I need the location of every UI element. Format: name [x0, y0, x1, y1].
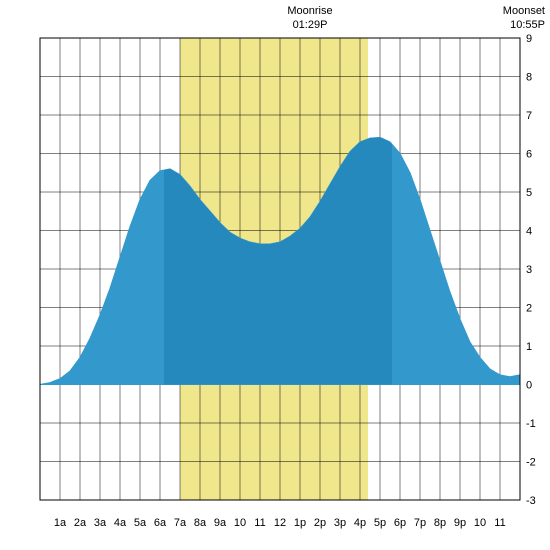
svg-text:5p: 5p — [374, 517, 386, 529]
svg-text:11: 11 — [254, 517, 265, 529]
svg-text:1a: 1a — [54, 517, 67, 529]
svg-text:7p: 7p — [414, 517, 426, 529]
svg-text:-3: -3 — [526, 495, 536, 507]
moonset-label: Moonset — [490, 4, 545, 18]
svg-text:10: 10 — [234, 517, 246, 529]
moonset-time: 10:55P — [490, 18, 545, 32]
svg-text:5: 5 — [526, 187, 532, 199]
svg-text:2: 2 — [526, 303, 532, 315]
svg-text:1: 1 — [526, 341, 532, 353]
moonrise-label: Moonrise — [280, 4, 340, 18]
svg-text:3p: 3p — [334, 517, 346, 529]
svg-text:6p: 6p — [394, 517, 406, 529]
moonrise-annotation: Moonrise 01:29P — [280, 4, 340, 33]
svg-text:2a: 2a — [74, 517, 87, 529]
svg-text:-1: -1 — [526, 418, 536, 430]
svg-text:8a: 8a — [194, 517, 207, 529]
svg-text:4a: 4a — [114, 517, 127, 529]
svg-text:11: 11 — [494, 517, 505, 529]
svg-text:-2: -2 — [526, 457, 536, 469]
svg-text:8: 8 — [526, 72, 532, 84]
svg-text:1p: 1p — [294, 517, 306, 529]
chart-svg: -3-2-101234567891a2a3a4a5a6a7a8a9a101112… — [0, 0, 550, 550]
moonrise-time: 01:29P — [280, 18, 340, 32]
svg-text:9p: 9p — [454, 517, 466, 529]
svg-text:5a: 5a — [134, 517, 147, 529]
svg-text:4p: 4p — [354, 517, 366, 529]
svg-text:9: 9 — [526, 33, 532, 45]
moonset-annotation: Moonset 10:55P — [490, 4, 545, 33]
svg-text:9a: 9a — [214, 517, 227, 529]
svg-text:8p: 8p — [434, 517, 446, 529]
svg-text:3a: 3a — [94, 517, 107, 529]
svg-text:3: 3 — [526, 264, 532, 276]
svg-text:4: 4 — [526, 226, 532, 238]
svg-text:7: 7 — [526, 110, 532, 122]
svg-text:10: 10 — [474, 517, 486, 529]
svg-text:6a: 6a — [154, 517, 167, 529]
tide-chart: Moonrise 01:29P Moonset 10:55P -3-2-1012… — [0, 0, 550, 550]
svg-text:6: 6 — [526, 149, 532, 161]
svg-text:12: 12 — [274, 517, 286, 529]
svg-text:2p: 2p — [314, 517, 326, 529]
svg-text:0: 0 — [526, 380, 532, 392]
svg-text:7a: 7a — [174, 517, 187, 529]
